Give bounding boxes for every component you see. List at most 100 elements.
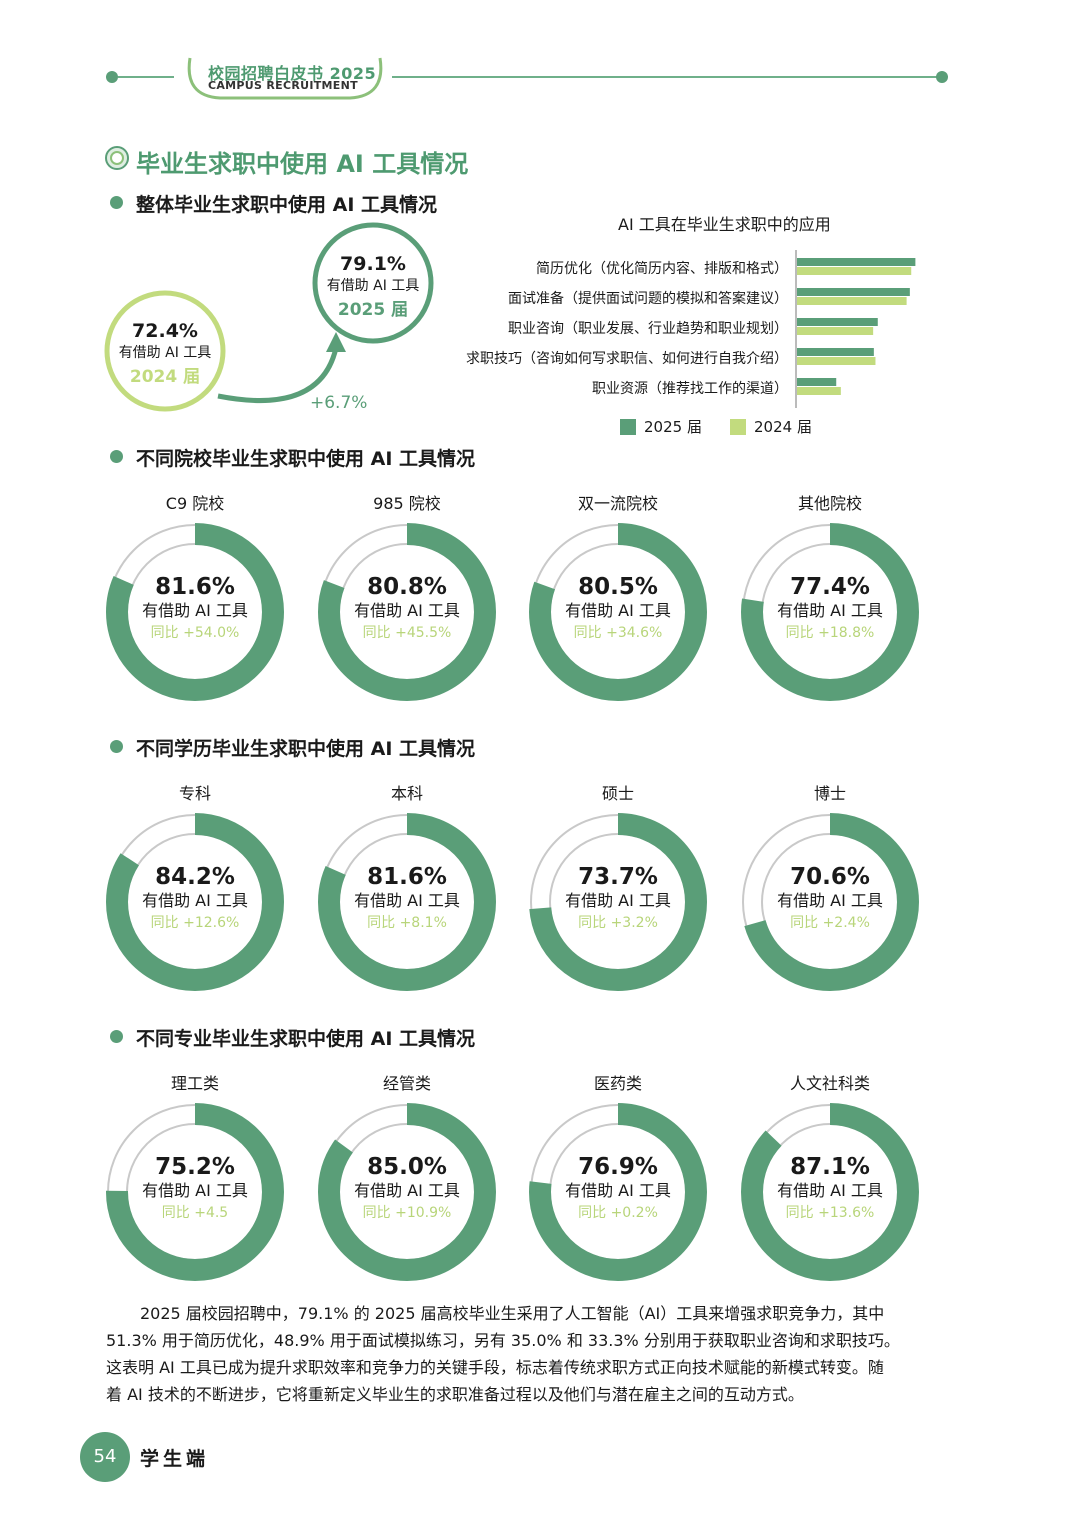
donut-center-text: 81.6% 有借助 AI 工具 同比 +8.1% (317, 864, 497, 934)
donut-label: 有借助 AI 工具 (142, 891, 248, 910)
heading-bullet (110, 1030, 123, 1043)
donut-yoy: 同比 +2.4% (790, 915, 870, 931)
group-heading: 不同院校毕业生求职中使用 AI 工具情况 (136, 448, 476, 470)
header-dot-right (936, 71, 948, 83)
donut-percentage: 70.6% (790, 864, 870, 890)
donut-value-arc (529, 1103, 707, 1281)
donut-chart (106, 1103, 284, 1281)
donut-center-text: 85.0% 有借助 AI 工具 同比 +10.9% (317, 1154, 497, 1224)
bar-2024 (797, 357, 876, 365)
summary-line: 着 AI 技术的不断进步，它将重新定义毕业生的求职准备过程以及他们与潜在雇主之间… (106, 1385, 804, 1404)
overall-2025-pct: 79.1% (340, 253, 406, 275)
donut-yoy: 同比 +45.5% (362, 625, 452, 641)
donut-category: 理工类 (170, 1074, 219, 1093)
donut-center-text: 81.6% 有借助 AI 工具 同比 +54.0% (105, 574, 285, 644)
donut-yoy: 同比 +54.0% (150, 625, 240, 641)
group-heading: 不同专业毕业生求职中使用 AI 工具情况 (136, 1028, 476, 1050)
donut-value-arc (318, 1103, 496, 1281)
donut-percentage: 76.9% (578, 1154, 658, 1180)
bar-category-label: 简历优化（优化简历内容、排版和格式） (536, 261, 788, 277)
donut-label: 有借助 AI 工具 (354, 891, 460, 910)
heading-bullet (110, 740, 123, 753)
donut-category: C9 院校 (165, 494, 225, 513)
donut-category: 硕士 (601, 784, 634, 803)
donut-label: 有借助 AI 工具 (354, 1181, 460, 1200)
overall-2025-label: 有借助 AI 工具 (326, 278, 420, 294)
donut-center-text: 80.5% 有借助 AI 工具 同比 +34.6% (528, 574, 708, 644)
bar-2025 (797, 348, 874, 356)
legend-swatch-2024 (730, 418, 746, 435)
overall-heading: 整体毕业生求职中使用 AI 工具情况 (136, 194, 438, 216)
overall-2024-pct: 72.4% (132, 320, 198, 342)
donut-center-text: 77.4% 有借助 AI 工具 同比 +18.8% (740, 574, 920, 644)
donut-category: 双一流院校 (577, 494, 658, 513)
bar-2025 (797, 318, 878, 326)
summary-line: 2025 届校园招聘中，79.1% 的 2025 届高校毕业生采用了人工智能（A… (140, 1304, 885, 1323)
donut-chart (529, 813, 707, 991)
bar-2024 (797, 327, 874, 335)
summary-line: 这表明 AI 工具已成为提升求职效率和竞争力的关键手段，标志着传统求职方式正向技… (106, 1358, 884, 1377)
donut-yoy: 同比 +4.5 (161, 1205, 229, 1221)
donut-yoy: 同比 +8.1% (367, 915, 447, 931)
donut-value-arc (741, 523, 919, 701)
donut-yoy: 同比 +12.6% (150, 915, 240, 931)
donut-value-arc (106, 813, 284, 991)
donut-category: 本科 (390, 784, 423, 803)
donut-value-arc (741, 1103, 919, 1281)
donut-value-arc (529, 813, 707, 991)
summary-line: 51.3% 用于简历优化，48.9% 用于面试模拟练习，另有 35.0% 和 3… (106, 1331, 900, 1350)
donut-percentage: 75.2% (155, 1154, 235, 1180)
bar-chart-title: AI 工具在毕业生求职中的应用 (618, 215, 831, 234)
donut-yoy: 同比 +13.6% (785, 1205, 875, 1221)
header-rule-left (118, 76, 174, 78)
donut-category: 专科 (178, 784, 211, 803)
donut-yoy: 同比 +0.2% (578, 1205, 658, 1221)
legend-2024: 2024 届 (730, 416, 812, 437)
bar-2024 (797, 387, 841, 395)
overall-2024-text: 72.4% 有借助 AI 工具 2024 届 (105, 320, 225, 387)
overall-2025-year: 2025 届 (337, 300, 409, 320)
donut-label: 有借助 AI 工具 (777, 601, 883, 620)
section-target-icon (105, 146, 129, 170)
donut-category: 医药类 (593, 1074, 642, 1093)
heading-bullet (110, 450, 123, 463)
bar-2025 (797, 288, 910, 296)
donut-percentage: 81.6% (367, 864, 447, 890)
donut-yoy: 同比 +10.9% (362, 1205, 452, 1221)
donut-percentage: 81.6% (155, 574, 235, 600)
donut-label: 有借助 AI 工具 (565, 601, 671, 620)
bar-category-label: 职业资源（推荐找工作的渠道） (592, 381, 788, 397)
donut-chart (529, 523, 707, 701)
summary-paragraph: 2025 届校园招聘中，79.1% 的 2025 届高校毕业生采用了人工智能（A… (106, 1300, 986, 1408)
header-rule-right (392, 76, 940, 78)
group-heading: 不同学历毕业生求职中使用 AI 工具情况 (136, 738, 476, 760)
bar-2024 (797, 267, 912, 275)
legend-label-2025: 2025 届 (644, 418, 702, 436)
donut-percentage: 80.5% (578, 574, 658, 600)
donut-value-arc (741, 813, 919, 991)
legend-swatch-2025 (620, 418, 636, 435)
header-arc-decoration (187, 57, 383, 100)
donut-chart (318, 813, 496, 991)
donut-chart (318, 1103, 496, 1281)
overall-2025-text: 79.1% 有借助 AI 工具 2025 届 (313, 253, 433, 320)
donut-yoy: 同比 +3.2% (578, 915, 658, 931)
section-title: 毕业生求职中使用 AI 工具情况 (136, 150, 469, 178)
bar-category-label: 职业咨询（职业发展、行业趋势和职业规划） (508, 321, 788, 337)
donut-value-arc (106, 1103, 284, 1281)
donut-category: 博士 (813, 784, 846, 803)
donut-label: 有借助 AI 工具 (777, 1181, 883, 1200)
donut-label: 有借助 AI 工具 (565, 891, 671, 910)
legend-2025: 2025 届 (620, 416, 702, 437)
bar-2025 (797, 258, 916, 266)
page-number: 54 (80, 1432, 130, 1482)
donut-percentage: 87.1% (790, 1154, 870, 1180)
bar-category-label: 面试准备（提供面试问题的模拟和答案建议） (508, 291, 788, 307)
header-title: 校园招聘白皮书 2025 (208, 64, 377, 83)
donut-chart (529, 1103, 707, 1281)
donut-chart (741, 523, 919, 701)
donut-label: 有借助 AI 工具 (142, 1181, 248, 1200)
bar-category-label: 求职技巧（咨询如何写求职信、如何进行自我介绍） (466, 351, 788, 367)
donut-category: 985 院校 (373, 494, 441, 513)
donut-chart (318, 523, 496, 701)
